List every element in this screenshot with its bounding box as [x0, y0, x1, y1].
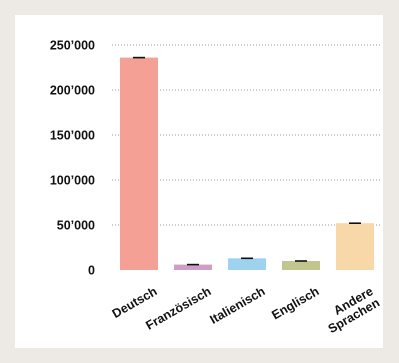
x-category-label: Englisch — [269, 284, 321, 322]
x-category-label: Italienisch — [208, 284, 268, 327]
bar — [120, 57, 158, 270]
x-category-label-line: Englisch — [269, 284, 321, 322]
y-tick-label: 250’000 — [50, 39, 95, 53]
y-tick-label: 150’000 — [50, 129, 95, 143]
y-axis-tick-labels: 0 50’000 100’000 150’000 200’000 250’000 — [50, 39, 95, 278]
chart-card: 0 50’000 100’000 150’000 200’000 250’000 Deut… — [15, 15, 383, 348]
bar-chart: 0 50’000 100’000 150’000 200’000 250’000 Deut… — [50, 39, 382, 337]
y-tick-label: 50’000 — [57, 219, 95, 233]
x-category-label: AndereSprachen — [319, 284, 382, 336]
y-tick-label: 100’000 — [50, 174, 95, 188]
y-tick-label: 200’000 — [50, 84, 95, 98]
bar — [336, 223, 374, 270]
bar — [174, 264, 212, 270]
y-tick-label: 0 — [88, 264, 95, 278]
bar — [228, 258, 266, 270]
bars — [120, 56, 374, 270]
x-category-label-line: Italienisch — [208, 284, 268, 327]
bar — [282, 261, 320, 270]
